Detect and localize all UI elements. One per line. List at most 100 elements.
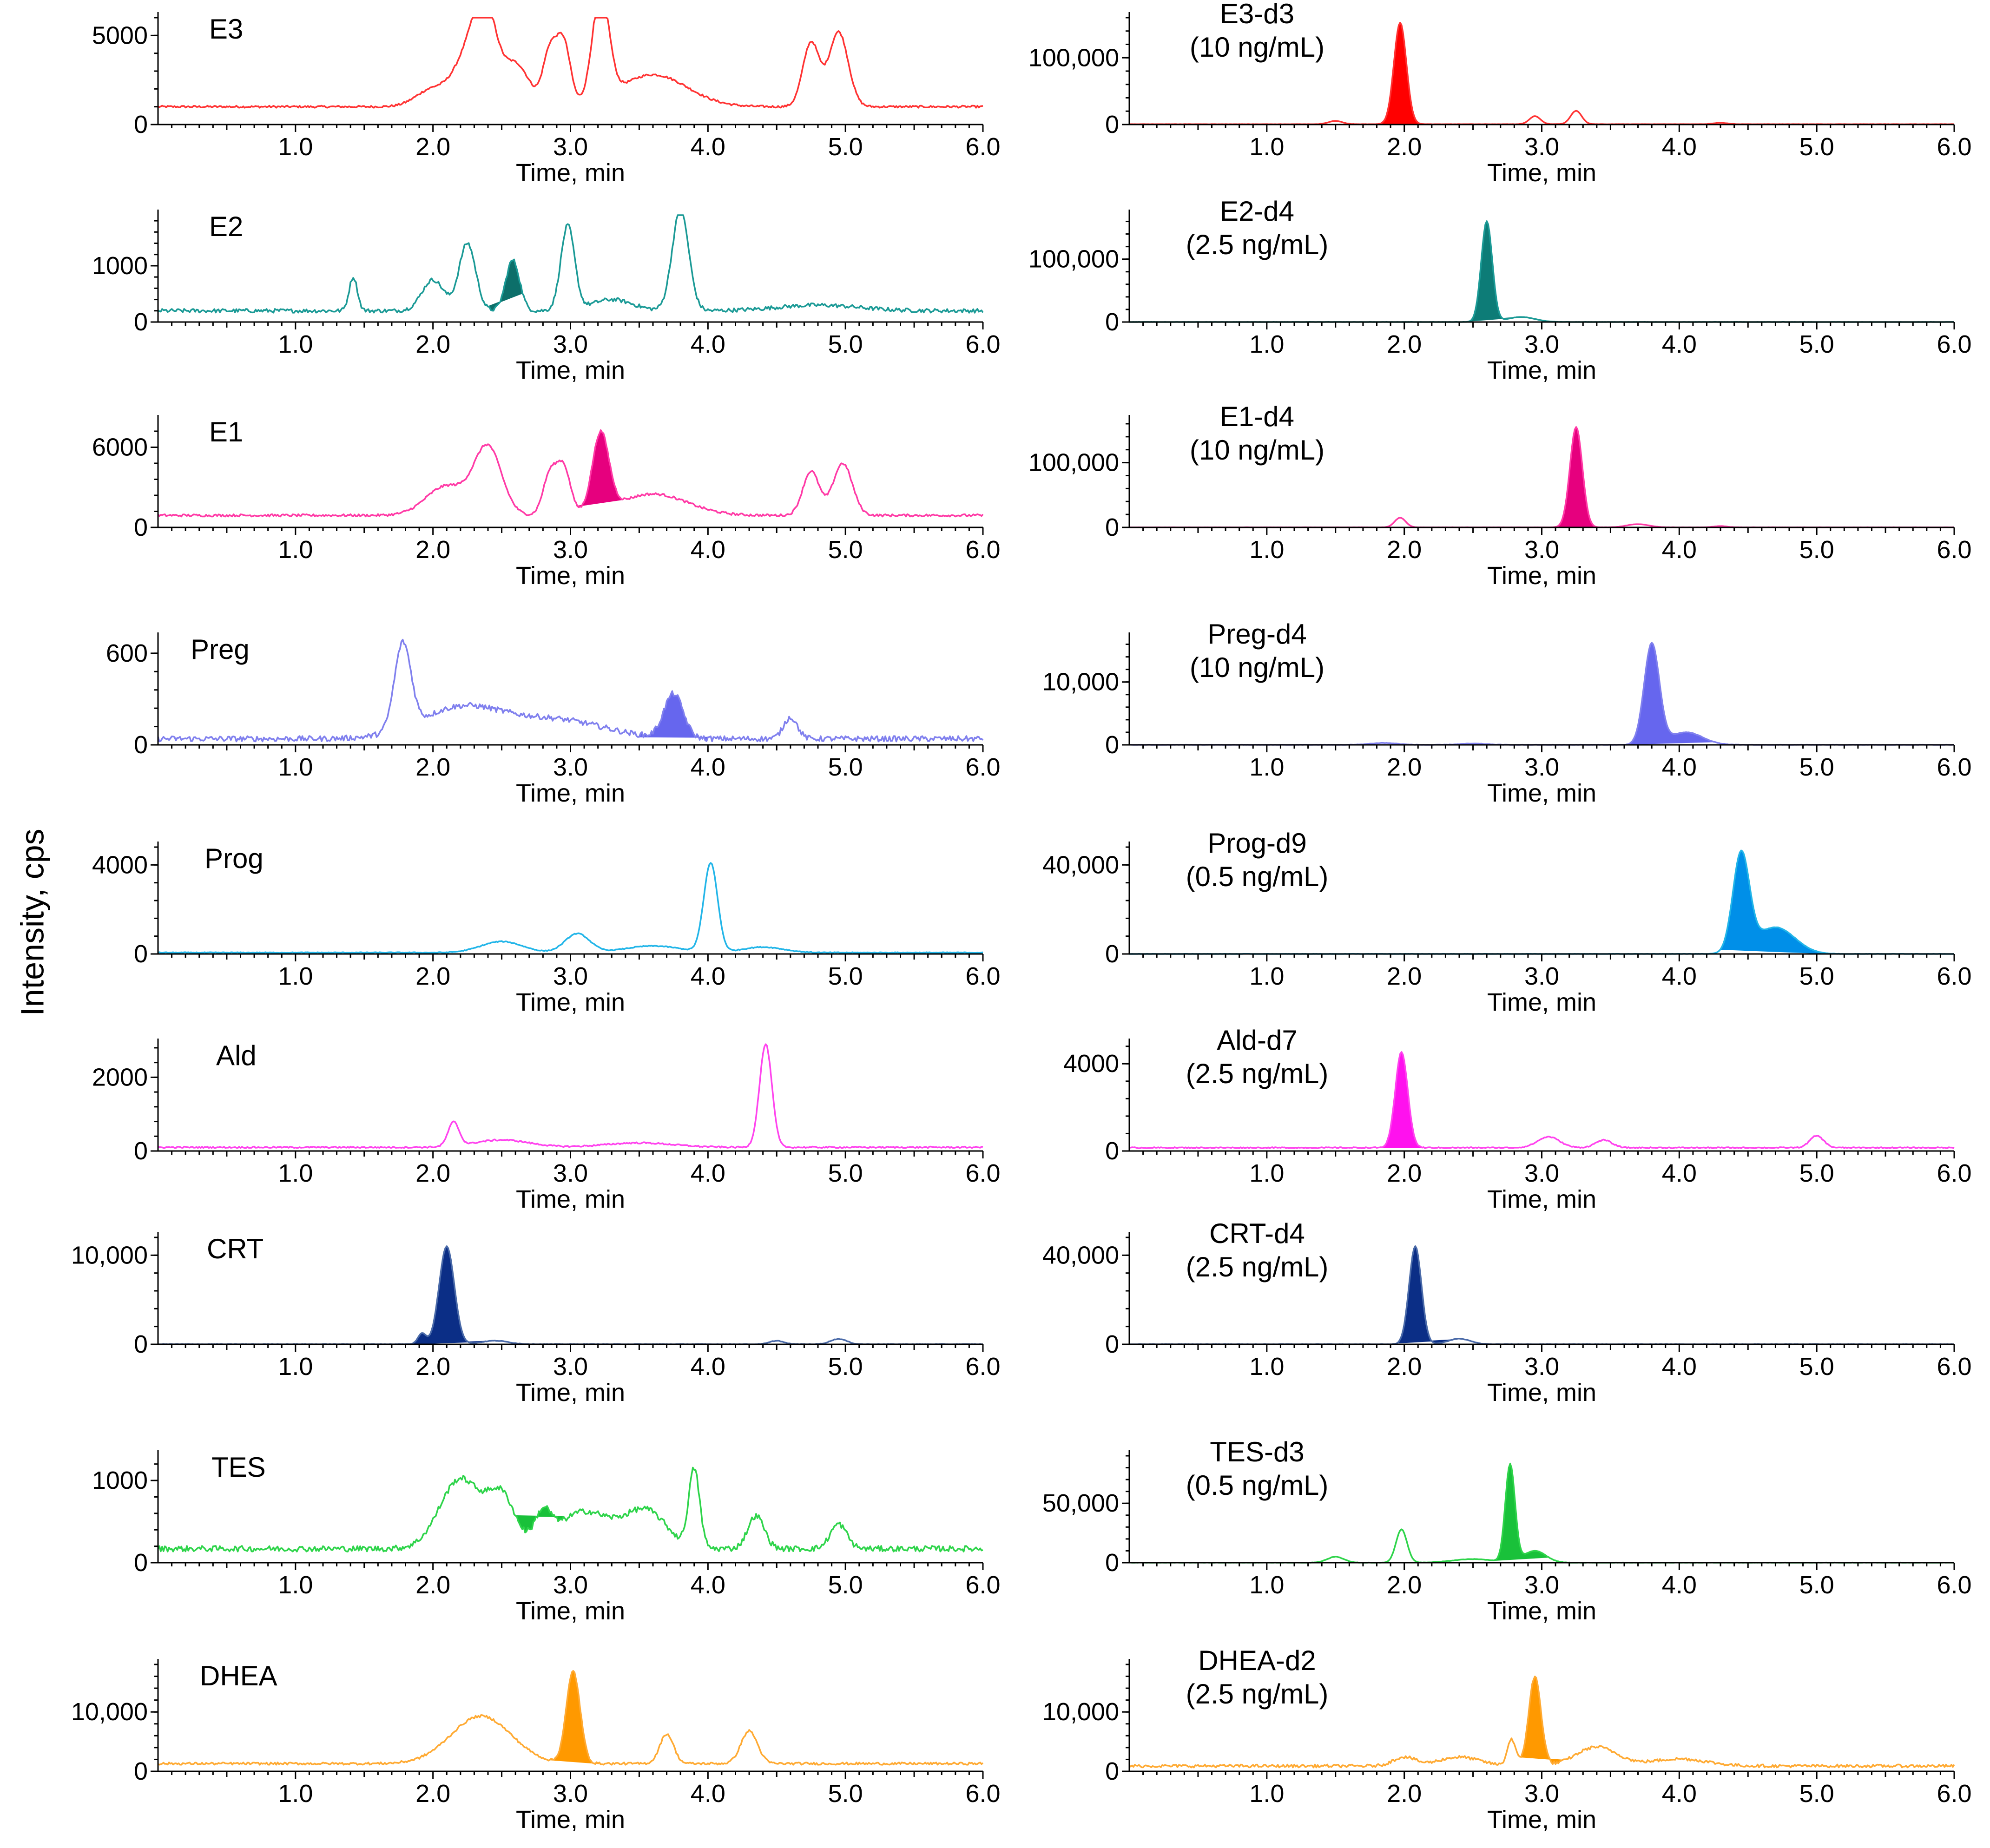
x-tick-label-e2: 6.0: [965, 330, 1000, 358]
x-tick-label-ald-d7: 6.0: [1937, 1159, 1971, 1187]
panel-title-tes: TES: [211, 1452, 266, 1483]
x-tick-label-tes-d3: 2.0: [1387, 1571, 1422, 1599]
x-tick-label-dhea: 1.0: [278, 1780, 313, 1808]
panel-e3: 1.0 2.0 3.0 4.0 5.0 6.0 0 5000 Time, min E3: [92, 12, 1001, 187]
x-tick-label-preg-d4: 2.0: [1387, 753, 1422, 781]
x-tick-label-e1: 1.0: [278, 536, 313, 564]
y-tick-label-ald: 2000: [92, 1063, 148, 1091]
panel-prog: 1.0 2.0 3.0 4.0 5.0 6.0 0 4000 Time, min Prog: [92, 842, 1001, 1016]
x-tick-label-prog: 4.0: [691, 962, 725, 990]
panel-title-tes-d3: TES-d3: [1210, 1436, 1304, 1467]
panel-title-e2-d4: E2-d4: [1220, 196, 1294, 227]
x-tick-label-e2-d4: 1.0: [1249, 330, 1284, 358]
x-axis-title-tes: Time, min: [516, 1597, 625, 1625]
x-tick-label-dhea-d2: 2.0: [1387, 1780, 1422, 1808]
panel-prog-d9: 1.0 2.0 3.0 4.0 5.0 6.0 0 40,000 Time, min Prog-d…: [1042, 828, 1972, 1016]
x-tick-label-dhea: 6.0: [965, 1780, 1000, 1808]
x-tick-label-tes: 1.0: [278, 1571, 313, 1599]
x-axis-title-dhea-d2: Time, min: [1487, 1806, 1596, 1834]
panel-crt-d4: 1.0 2.0 3.0 4.0 5.0 6.0 0 40,000 Time, min CRT-d4…: [1042, 1218, 1972, 1407]
x-axis-title-e2-d4: Time, min: [1487, 356, 1596, 384]
y-tick-label-e1-d4: 100,000: [1028, 449, 1119, 477]
panel-title-prog-d9: Prog-d9: [1207, 828, 1306, 859]
x-tick-label-e2-d4: 2.0: [1387, 330, 1422, 358]
x-tick-label-e2: 5.0: [828, 330, 863, 358]
x-tick-label-e1-d4: 3.0: [1524, 536, 1559, 564]
y-tick-label-dhea-d2: 0: [1105, 1757, 1119, 1785]
y-tick-label-ald-d7: 4000: [1063, 1050, 1119, 1078]
x-tick-label-preg: 2.0: [415, 753, 450, 781]
x-tick-label-ald-d7: 3.0: [1524, 1159, 1559, 1187]
panel-subtitle-preg-d4: (10 ng/mL): [1190, 652, 1324, 683]
x-axis-title-ald-d7: Time, min: [1487, 1185, 1596, 1213]
x-tick-label-crt-d4: 5.0: [1799, 1353, 1834, 1381]
y-tick-label-tes: 1000: [92, 1467, 148, 1494]
panel-title-e3-d3: E3-d3: [1220, 0, 1294, 29]
panel-e1-d4: 1.0 2.0 3.0 4.0 5.0 6.0 0 100,000 Time, min E1-d4…: [1028, 401, 1972, 590]
x-tick-label-e2: 4.0: [691, 330, 725, 358]
panel-title-e2: E2: [209, 211, 243, 242]
x-axis-title-crt: Time, min: [516, 1379, 625, 1407]
y-tick-label-preg-d4: 0: [1105, 731, 1119, 759]
x-axis-title-e1: Time, min: [516, 562, 625, 590]
x-tick-label-ald-d7: 2.0: [1387, 1159, 1422, 1187]
y-tick-label-dhea: 10,000: [71, 1698, 148, 1726]
x-tick-label-e3: 4.0: [691, 133, 725, 161]
y-tick-label-e1-d4: 0: [1105, 513, 1119, 541]
x-tick-label-crt-d4: 1.0: [1249, 1353, 1284, 1381]
panel-ald-d7: 1.0 2.0 3.0 4.0 5.0 6.0 0 4000 Time, min Ald-d7(2…: [1063, 1025, 1972, 1213]
y-tick-label-e3-d3: 0: [1105, 111, 1119, 138]
panel-subtitle-dhea-d2: (2.5 ng/mL): [1186, 1678, 1329, 1710]
x-tick-label-preg-d4: 5.0: [1799, 753, 1834, 781]
trace-line-e2: [157, 214, 984, 314]
x-tick-label-tes: 6.0: [965, 1571, 1000, 1599]
x-tick-label-dhea: 5.0: [828, 1780, 863, 1808]
x-axis-title-preg: Time, min: [516, 779, 625, 807]
x-tick-label-tes-d3: 1.0: [1249, 1571, 1284, 1599]
panel-title-prog: Prog: [204, 843, 264, 874]
panel-ald: 1.0 2.0 3.0 4.0 5.0 6.0 0 2000 Time, min Ald: [92, 1039, 1001, 1213]
x-axis-title-dhea: Time, min: [516, 1806, 625, 1834]
x-tick-label-e1-d4: 4.0: [1662, 536, 1697, 564]
panel-title-crt: CRT: [207, 1233, 264, 1264]
y-tick-label-preg-d4: 10,000: [1042, 668, 1119, 696]
x-axis-title-tes-d3: Time, min: [1487, 1597, 1596, 1625]
x-axis-title-prog: Time, min: [516, 988, 625, 1016]
x-tick-label-e2-d4: 4.0: [1662, 330, 1697, 358]
y-tick-label-e1: 0: [134, 513, 148, 541]
panel-tes-d3: 1.0 2.0 3.0 4.0 5.0 6.0 0 50,000 Time, min TES-d3…: [1042, 1436, 1972, 1625]
x-tick-label-prog: 6.0: [965, 962, 1000, 990]
x-tick-label-prog: 5.0: [828, 962, 863, 990]
trace-line-e3: [158, 17, 983, 109]
x-axis-title-e2: Time, min: [516, 356, 625, 384]
x-tick-label-crt: 3.0: [553, 1353, 588, 1381]
x-tick-label-prog: 2.0: [415, 962, 450, 990]
y-tick-label-e2: 0: [134, 308, 148, 336]
x-tick-label-preg: 1.0: [278, 753, 313, 781]
x-tick-label-prog-d9: 1.0: [1249, 962, 1284, 990]
x-tick-label-e2: 3.0: [553, 330, 588, 358]
x-tick-label-crt: 5.0: [828, 1353, 863, 1381]
x-axis-title-crt-d4: Time, min: [1487, 1379, 1596, 1407]
y-tick-label-prog-d9: 0: [1105, 940, 1119, 968]
panel-subtitle-ald-d7: (2.5 ng/mL): [1186, 1058, 1329, 1089]
x-tick-label-e3-d3: 3.0: [1524, 133, 1559, 161]
panel-subtitle-e1-d4: (10 ng/mL): [1190, 434, 1324, 466]
panel-title-e3: E3: [209, 13, 243, 45]
y-tick-label-crt-d4: 0: [1105, 1330, 1119, 1358]
x-tick-label-e2-d4: 5.0: [1799, 330, 1834, 358]
x-tick-label-crt: 4.0: [691, 1353, 725, 1381]
x-tick-label-preg: 6.0: [965, 753, 1000, 781]
x-tick-label-preg-d4: 1.0: [1249, 753, 1284, 781]
x-tick-label-tes: 2.0: [415, 1571, 450, 1599]
x-tick-label-ald-d7: 1.0: [1249, 1159, 1284, 1187]
x-tick-label-e1: 4.0: [691, 536, 725, 564]
y-tick-label-crt-d4: 40,000: [1042, 1241, 1119, 1269]
x-tick-label-prog-d9: 2.0: [1387, 962, 1422, 990]
x-tick-label-tes: 4.0: [691, 1571, 725, 1599]
x-tick-label-e3-d3: 4.0: [1662, 133, 1697, 161]
x-tick-label-ald: 4.0: [691, 1159, 725, 1187]
y-tick-label-e3-d3: 100,000: [1028, 44, 1119, 72]
x-tick-label-e3-d3: 1.0: [1249, 133, 1284, 161]
x-tick-label-e1: 6.0: [965, 536, 1000, 564]
